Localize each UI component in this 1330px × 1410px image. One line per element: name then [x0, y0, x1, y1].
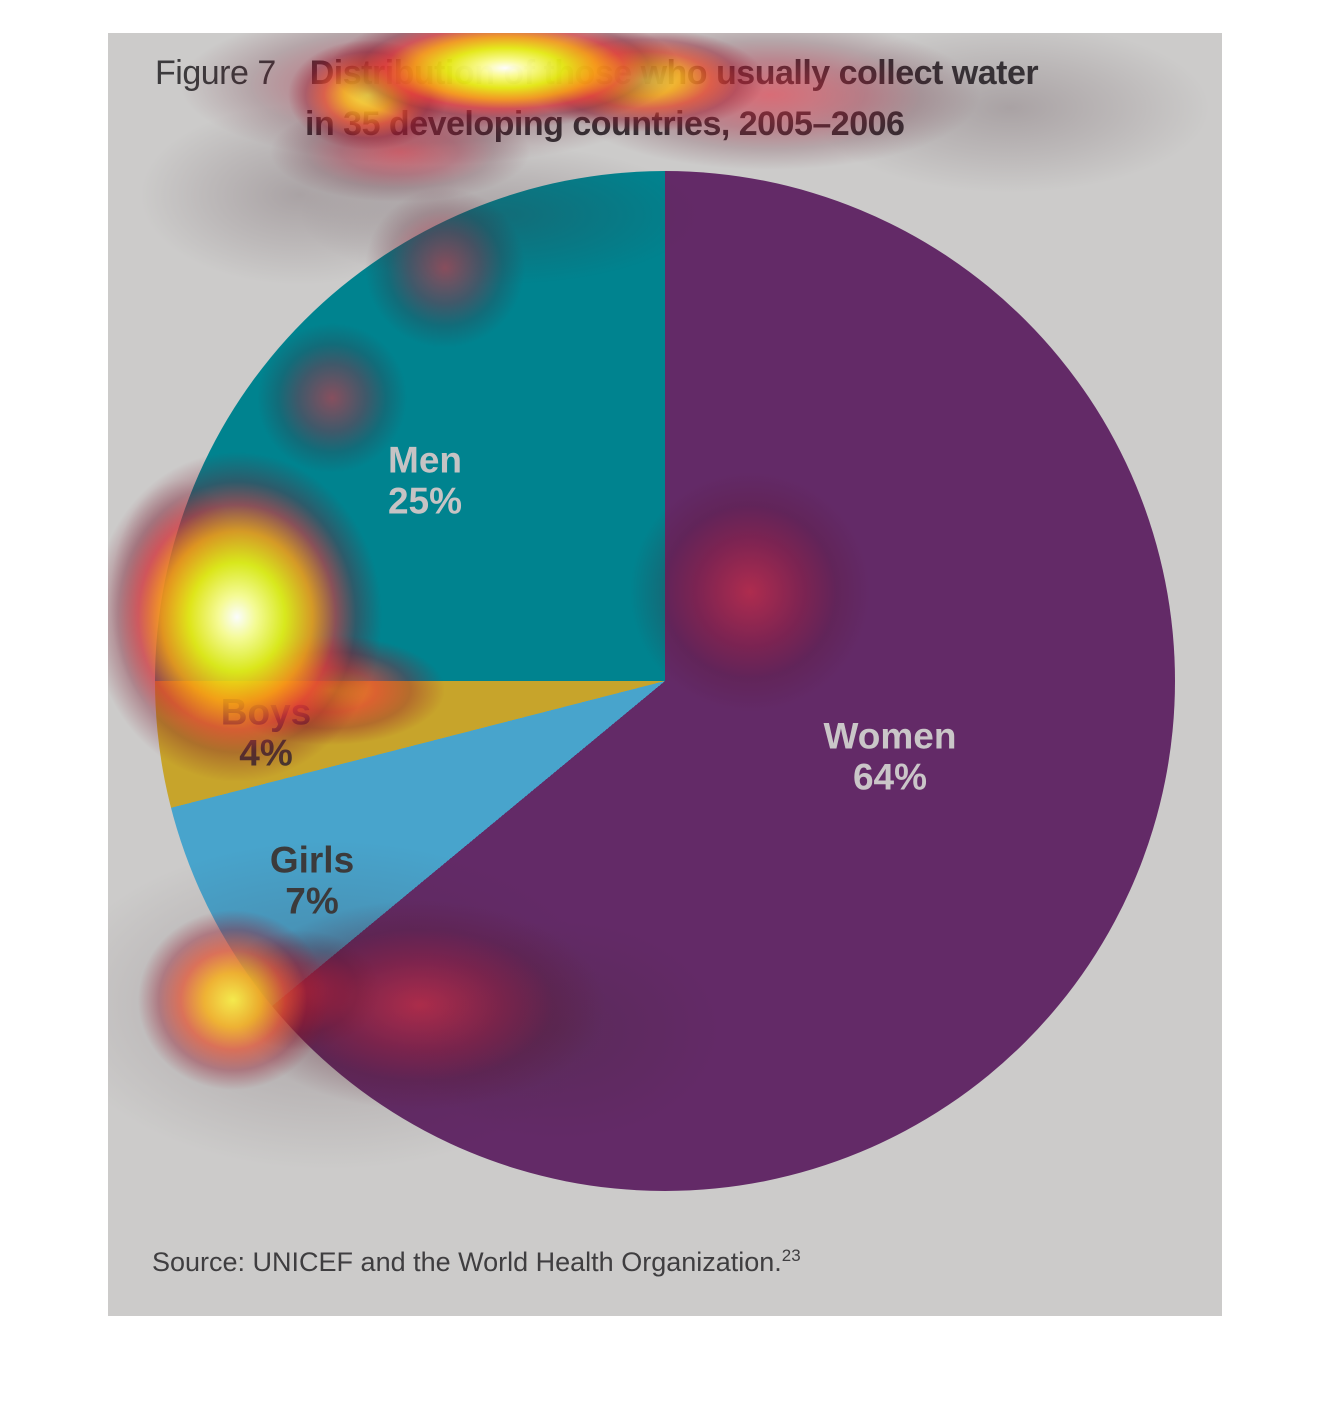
- figure-title-line2: in 35 developing countries, 2005–2006: [305, 105, 905, 143]
- source-footnote-number: 23: [781, 1246, 801, 1265]
- slice-label-men: Men 25%: [388, 440, 462, 523]
- source-text: Source: UNICEF and the World Health Orga…: [152, 1247, 782, 1277]
- slice-value: 4%: [239, 733, 293, 774]
- figure-title-line1: Distribution of those who usually collec…: [309, 54, 1039, 92]
- slice-name: Men: [388, 439, 462, 481]
- slice-value: 25%: [387, 481, 463, 522]
- figure-number: Figure 7: [155, 54, 276, 92]
- slice-name: Women: [823, 715, 957, 757]
- source-note: Source: UNICEF and the World Health Orga…: [152, 1246, 801, 1278]
- figure-title: Figure 7 Distribution of those who usuall…: [155, 48, 1039, 150]
- slice-name: Girls: [269, 839, 355, 881]
- slice-name: Boys: [220, 691, 312, 733]
- slice-label-boys: Boys 4%: [221, 692, 311, 775]
- slice-value: 64%: [852, 757, 928, 798]
- slice-label-girls: Girls 7%: [270, 840, 354, 923]
- pie-chart: [155, 171, 1175, 1191]
- slice-label-women: Women 64%: [824, 716, 957, 799]
- slice-value: 7%: [285, 881, 339, 922]
